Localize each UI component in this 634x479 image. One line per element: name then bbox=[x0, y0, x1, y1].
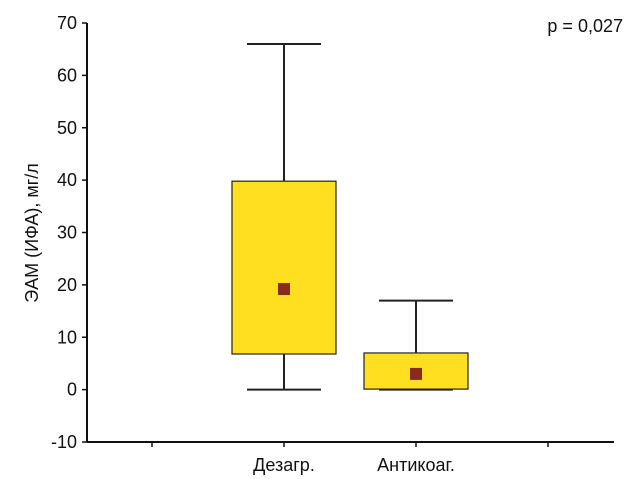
x-category-label: Антикоаг. bbox=[377, 455, 455, 475]
y-tick-label: 30 bbox=[57, 223, 77, 243]
labels-group: -10 0 10 20 30 40 50 60 70 Дезагр. Антикоаг. bbox=[51, 13, 455, 475]
y-tick-label: 50 bbox=[57, 118, 77, 138]
y-tick-label: 70 bbox=[57, 13, 77, 33]
x-category-label: Дезагр. bbox=[253, 455, 315, 475]
boxes-group bbox=[231, 42, 469, 391]
axes-group bbox=[82, 22, 614, 447]
y-tick-label: 10 bbox=[57, 327, 77, 347]
box-iqr bbox=[231, 180, 337, 355]
p-value-annotation: p = 0,027 bbox=[547, 16, 623, 36]
y-tick-label: 20 bbox=[57, 275, 77, 295]
y-tick-label: 60 bbox=[57, 65, 77, 85]
y-tick-label: 0 bbox=[67, 380, 77, 400]
median-marker bbox=[410, 367, 422, 380]
y-tick-label: 40 bbox=[57, 170, 77, 190]
y-axis-title: ЭАМ (ИФА), мг/л bbox=[22, 163, 42, 303]
y-tick-label: -10 bbox=[51, 432, 77, 452]
median-marker bbox=[278, 283, 290, 296]
